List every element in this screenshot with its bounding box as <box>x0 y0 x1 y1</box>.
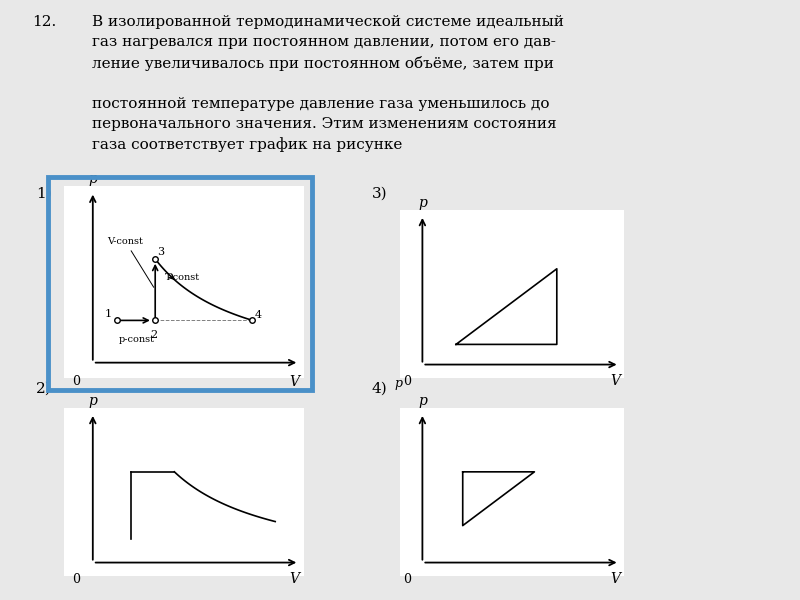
Text: 3): 3) <box>372 187 388 201</box>
Text: 3: 3 <box>158 247 165 257</box>
Text: V: V <box>610 572 620 586</box>
Text: p: p <box>418 394 427 408</box>
Text: p-const: p-const <box>119 335 155 344</box>
Text: V-const: V-const <box>107 236 154 287</box>
Text: 0: 0 <box>402 573 410 586</box>
Text: V: V <box>290 375 299 389</box>
Text: p: p <box>88 394 98 408</box>
Text: 2): 2) <box>36 382 52 396</box>
Text: T-const: T-const <box>165 273 200 282</box>
Text: 0: 0 <box>72 376 80 388</box>
Text: V: V <box>290 572 299 586</box>
Text: 12.: 12. <box>32 15 56 29</box>
Text: 4): 4) <box>372 382 388 396</box>
Text: p: p <box>88 172 98 186</box>
Text: V: V <box>610 374 620 388</box>
Text: 0: 0 <box>72 573 80 586</box>
Text: 2: 2 <box>150 329 158 340</box>
Text: p: p <box>394 377 402 390</box>
Text: 1: 1 <box>105 308 112 319</box>
Text: В изолированной термодинамической системе идеальный
газ нагревался при постоянно: В изолированной термодинамической систем… <box>92 15 564 152</box>
Text: 4: 4 <box>255 310 262 320</box>
Text: 1): 1) <box>36 187 52 201</box>
Text: p: p <box>418 196 427 210</box>
Text: 0: 0 <box>402 375 410 388</box>
